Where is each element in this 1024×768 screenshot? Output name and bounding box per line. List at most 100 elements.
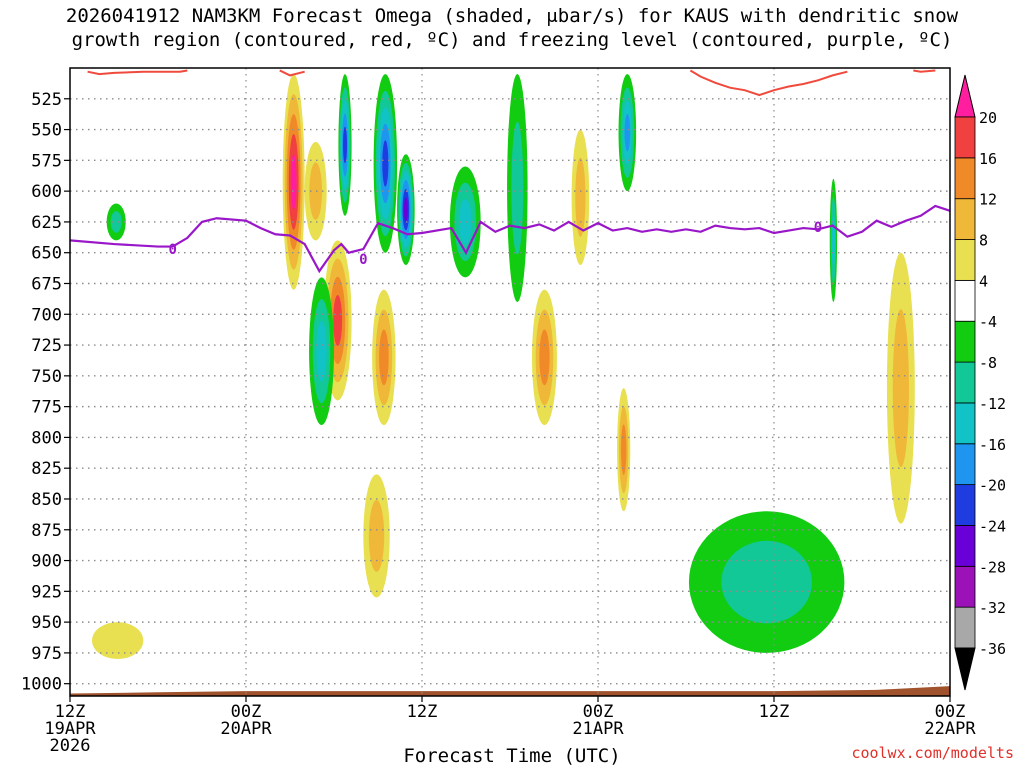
colorbar-label--32: -32 (979, 599, 1006, 617)
y-axis: 525 550 575 600 625 650 675 700 725 750 775 800 825 8… (21, 90, 70, 695)
omega-feature-4 (363, 474, 390, 598)
dgz-contours (87, 69, 936, 97)
y-tick-label-1000: 1000 (21, 675, 62, 695)
y-tick-label-900: 900 (31, 552, 62, 572)
chart-title-line-2: growth region (contoured, red, ºC) and f… (71, 29, 953, 51)
omega-shading (92, 74, 915, 660)
x-tick-label-36-0: 00Z (583, 702, 614, 722)
colorbar-band-6 (954, 402, 976, 445)
y-tick-label-750: 750 (31, 367, 62, 387)
y-tick-label-675: 675 (31, 274, 62, 294)
y-tick-label-950: 950 (31, 613, 62, 633)
colorbar-label-16: 16 (979, 150, 997, 168)
x-tick-label-0-2: 2026 (50, 736, 91, 756)
omega-feature-8 (886, 252, 915, 524)
x-tick-label-0-1: 19APR (44, 719, 96, 739)
y-tick-label-775: 775 (31, 398, 62, 418)
y-tick-label-725: 725 (31, 336, 62, 356)
colorbar-band-9 (954, 279, 976, 322)
omega-feature-6 (571, 129, 590, 266)
omega-feature-17 (688, 511, 845, 653)
chart-title: 2026041912 NAM3KM Forecast Omega (shaded… (0, 4, 1024, 52)
colorbar-band-11 (954, 198, 976, 240)
omega-level-12 (379, 329, 389, 386)
dgz-contour-1 (279, 69, 305, 77)
omega-level-20 (290, 153, 297, 210)
omega-level-16 (333, 294, 343, 346)
x-tick-label-36-1: 21APR (572, 719, 624, 739)
x-tick-label-48-0: 12Z (759, 702, 790, 722)
omega-level-8 (892, 309, 909, 468)
colorbar-top-triangle (954, 74, 976, 118)
colorbar-band-1 (954, 606, 976, 649)
ground-fill (70, 686, 950, 696)
colorbar-band-2 (954, 565, 976, 608)
omega-feature-15 (618, 74, 637, 192)
omega-level-4 (92, 622, 144, 660)
colorbar-band-10 (954, 239, 976, 281)
x-tick-label-12-1: 20APR (220, 719, 272, 739)
plot-frame (69, 67, 951, 697)
omega-level-8 (575, 157, 586, 237)
x-tick-label-60-1: 22APR (924, 719, 976, 739)
omega-level--20 (343, 126, 347, 164)
y-tick-label-850: 850 (31, 490, 62, 510)
y-tick-label-575: 575 (31, 151, 62, 171)
y-tick-label-975: 975 (31, 644, 62, 664)
colorbar: -36 -32 -28 -24 -20 -16 -12 -8 -4 4 8 12 16 20 (954, 74, 1006, 691)
colorbar-label--16: -16 (979, 436, 1006, 454)
y-tick-label-600: 600 (31, 182, 62, 202)
y-tick-label-650: 650 (31, 244, 62, 264)
x-tick-label-24-0: 12Z (407, 702, 438, 722)
omega-level--20 (382, 140, 389, 187)
freezing-level-contour: 0 0 0 (70, 204, 950, 274)
colorbar-label--24: -24 (979, 517, 1006, 535)
omega-level-8 (368, 500, 385, 572)
omega-feature-12 (309, 277, 334, 426)
ground-layer (70, 686, 950, 696)
x-tick-label-12-0: 00Z (231, 702, 262, 722)
colorbar-label--8: -8 (979, 354, 997, 372)
colorbar-band-7 (954, 361, 976, 404)
dgz-contour-3 (913, 69, 936, 73)
omega-feature-1 (304, 141, 327, 241)
chart-title-line-1: 2026041912 NAM3KM Forecast Omega (shaded… (65, 5, 959, 27)
omega-level--16 (624, 114, 631, 152)
omega-level-12 (539, 329, 550, 386)
colorbar-band-3 (954, 525, 976, 567)
y-tick-label-525: 525 (31, 90, 62, 110)
colorbar-label--12: -12 (979, 395, 1006, 413)
colorbar-label--20: -20 (979, 477, 1006, 495)
colorbar-band-5 (954, 443, 976, 486)
colorbar-label--28: -28 (979, 558, 1006, 576)
freezing-label-0: 0 (168, 242, 176, 258)
freezing-label-2: 0 (814, 220, 822, 236)
omega-level--24 (403, 197, 408, 222)
omega-feature-14 (507, 74, 528, 302)
dgz-contour-0 (87, 69, 188, 76)
colorbar-label-12: 12 (979, 191, 997, 209)
omega-level--12 (458, 199, 472, 245)
x-axis-label: Forecast Time (UTC) (403, 745, 621, 767)
y-tick-label-800: 800 (31, 428, 62, 448)
omega-feature-11 (397, 154, 415, 266)
omega-level--8 (511, 121, 524, 255)
colorbar-label-20: 20 (979, 109, 997, 127)
omega-level-8 (309, 162, 323, 220)
colorbar-band-12 (954, 157, 976, 200)
omega-level--12 (316, 320, 327, 382)
colorbar-label--4: -4 (979, 313, 997, 331)
colorbar-label-8: 8 (979, 232, 988, 250)
colorbar-band-4 (954, 484, 976, 526)
omega-feature-18 (92, 622, 144, 660)
omega-level-12 (620, 424, 627, 476)
colorbar-label--36: -36 (979, 640, 1006, 658)
colorbar-bottom-triangle (954, 647, 976, 691)
omega-feature-7 (617, 388, 631, 512)
x-tick-label-0-0: 12Z (55, 702, 86, 722)
y-tick-label-825: 825 (31, 459, 62, 479)
colorbar-label-4: 4 (979, 272, 988, 290)
grid-lines (70, 68, 950, 696)
